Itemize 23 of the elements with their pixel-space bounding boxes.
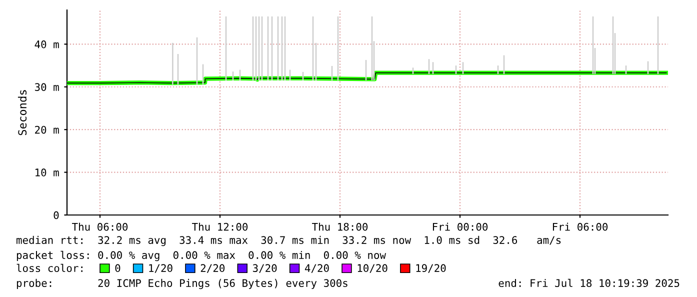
y-tick-label: 40 m bbox=[34, 40, 59, 48]
text: packet loss: 0.00 % avg 0.00 % max 0.00 % min 0.00 % now bbox=[16, 250, 386, 262]
legend-label: 10/20 bbox=[358, 264, 388, 273]
legend-label: 0 bbox=[115, 264, 120, 272]
text: median rtt: 32.2 ms avg 33.4 ms max 30.7 ms min 33.2 ms now 1.0 ms sd 32.6 am/s bbox=[16, 236, 561, 246]
x-tick-label: Thu 12:00 bbox=[192, 222, 248, 231]
x-tick-label: Fri 00:00 bbox=[432, 222, 488, 231]
text: end: Fri Jul 18 10:19:39 2025 bbox=[498, 278, 680, 288]
legend-label: 1/20 bbox=[149, 264, 172, 273]
y-tick-label: 30 m bbox=[34, 83, 59, 92]
x-tick-label: Thu 06:00 bbox=[72, 222, 128, 231]
legend-label: 19/20 bbox=[416, 264, 446, 273]
y-tick-label: 20 m bbox=[35, 126, 59, 134]
text: probe: 20 ICMP Echo Pings (56 Bytes) every 300s bbox=[16, 278, 348, 290]
x-tick-label: Fri 06:00 bbox=[552, 222, 608, 231]
y-tick-label: 0 bbox=[54, 211, 59, 220]
x-tick-label: Thu 18:00 bbox=[312, 222, 368, 231]
legend-label: 2/20 bbox=[200, 264, 225, 273]
y-axis-title: Seconds bbox=[18, 90, 27, 136]
legend-title: loss color: bbox=[16, 264, 82, 272]
y-tick-label: 10 m bbox=[36, 168, 59, 176]
legend-label: 3/20 bbox=[252, 264, 277, 273]
legend-label: 4/20 bbox=[304, 264, 329, 273]
